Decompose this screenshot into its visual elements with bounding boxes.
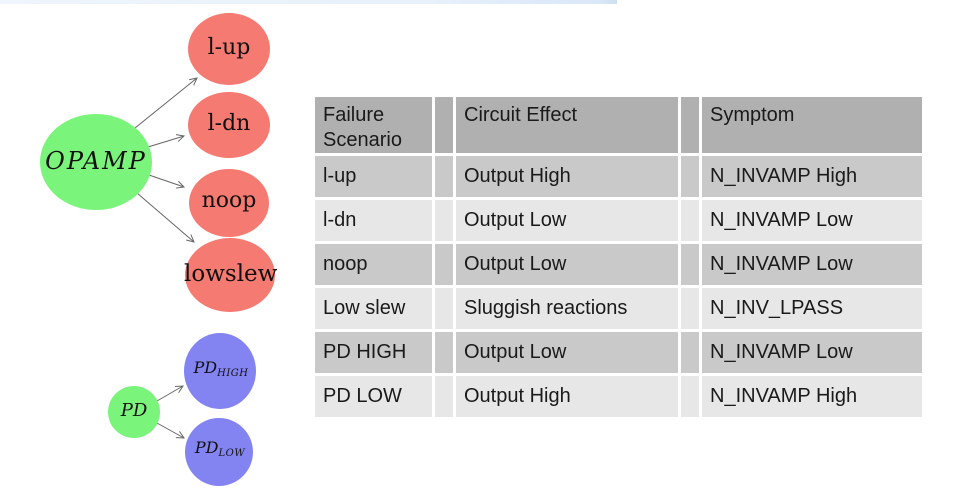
header-failure-scenario: Failure Scenario (315, 97, 432, 153)
cell-scenario: noop (315, 244, 432, 285)
cell-effect: Output Low (456, 200, 678, 241)
pd-high-base: PD (193, 358, 218, 377)
cell-spacer (681, 244, 699, 285)
cell-scenario: PD LOW (315, 376, 432, 417)
cell-scenario: PD HIGH (315, 332, 432, 373)
cell-spacer (435, 156, 453, 197)
cell-symptom: N_INV_LPASS (702, 288, 922, 329)
cell-spacer (681, 332, 699, 373)
header-spacer-2 (681, 97, 699, 153)
pd-high-subscript: HIGH (217, 368, 249, 379)
cell-scenario: l-up (315, 156, 432, 197)
header-symptom: Symptom (702, 97, 922, 153)
cell-spacer (681, 200, 699, 241)
node-pd-low (185, 418, 253, 486)
node-lowslew (185, 238, 275, 312)
node-pd-low-label: PDLOW (185, 438, 255, 459)
cell-spacer (435, 244, 453, 285)
node-noop-label: noop (201, 188, 257, 213)
cell-spacer (435, 332, 453, 373)
node-l-dn (188, 92, 270, 158)
node-l-up (188, 13, 270, 85)
cell-spacer (681, 376, 699, 417)
pd-low-base: PD (194, 438, 219, 457)
node-noop (189, 169, 269, 237)
node-l-up-label: l-up (207, 35, 251, 60)
node-lowslew-label: lowslew (184, 261, 278, 287)
pd-edges (156, 386, 184, 438)
node-pd-label: PD (120, 400, 148, 421)
cell-effect: Output Low (456, 244, 678, 285)
node-l-dn-label: l-dn (207, 111, 251, 136)
header-circuit-effect: Circuit Effect (456, 97, 678, 153)
fault-tree-diagram (40, 13, 275, 486)
cell-spacer (435, 376, 453, 417)
cell-symptom: N_INVAMP High (702, 376, 922, 417)
cell-effect: Sluggish reactions (456, 288, 678, 329)
node-opamp-label: OPAMP (45, 147, 147, 175)
cell-scenario: Low slew (315, 288, 432, 329)
node-pd-high-label: PDHIGH (185, 358, 257, 379)
node-pd (108, 386, 160, 438)
cell-effect: Output Low (456, 332, 678, 373)
opamp-edges (134, 78, 197, 242)
pd-low-subscript: LOW (218, 448, 246, 459)
cell-effect: Output High (456, 156, 678, 197)
header-spacer-1 (435, 97, 453, 153)
cell-symptom: N_INVAMP Low (702, 244, 922, 285)
cell-symptom: N_INVAMP High (702, 156, 922, 197)
cell-symptom: N_INVAMP Low (702, 200, 922, 241)
failure-scenario-table: Failure Scenario Circuit Effect Symptom … (315, 97, 922, 417)
cell-spacer (435, 200, 453, 241)
cell-symptom: N_INVAMP Low (702, 332, 922, 373)
cell-scenario: l-dn (315, 200, 432, 241)
node-pd-high (184, 333, 256, 409)
node-opamp (40, 114, 152, 210)
cell-spacer (681, 156, 699, 197)
cell-effect: Output High (456, 376, 678, 417)
cell-spacer (681, 288, 699, 329)
window-edge-strip (0, 0, 617, 4)
cell-spacer (435, 288, 453, 329)
